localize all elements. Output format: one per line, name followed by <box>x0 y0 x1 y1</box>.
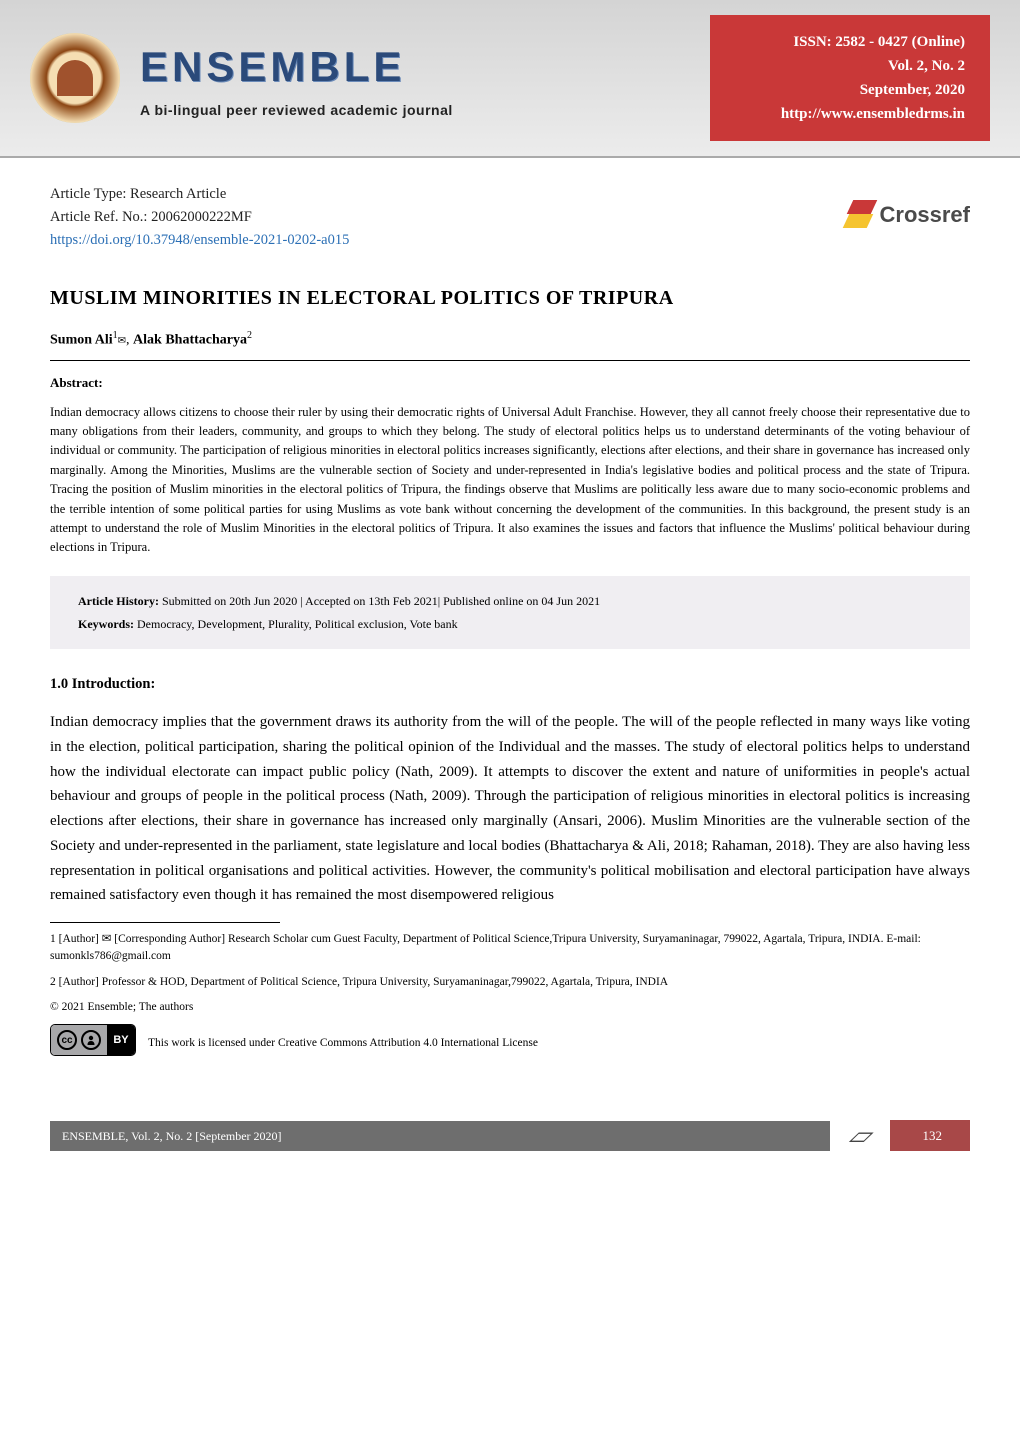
journal-seal-logo <box>30 33 120 123</box>
copyright-line: © 2021 Ensemble; The authors <box>50 999 970 1016</box>
footnote-2: 2 [Author] Professor & HOD, Department o… <box>50 974 970 991</box>
divider <box>50 360 970 361</box>
author-1-name: Sumon Ali <box>50 332 113 347</box>
cc-person-icon <box>81 1030 101 1050</box>
article-metadata: Article Type: Research Article Article R… <box>50 183 970 253</box>
journal-subtitle: A bi-lingual peer reviewed academic jour… <box>140 100 710 121</box>
article-history-line: Article History: Submitted on 20th Jun 2… <box>78 590 942 613</box>
corresponding-author-icon: ✉ <box>118 335 126 346</box>
authors-line: Sumon Ali1✉, Alak Bhattacharya2 <box>50 328 970 351</box>
history-label: Article History: <box>78 594 159 608</box>
crossref-label: Crossref <box>880 198 970 231</box>
intro-body-text: Indian democracy implies that the govern… <box>50 710 970 908</box>
article-type-line: Article Type: Research Article <box>50 183 970 206</box>
paper-title: MUSLIM MINORITIES IN ELECTORAL POLITICS … <box>50 283 970 313</box>
author-2-name: Alak Bhattacharya <box>133 332 247 347</box>
history-text: Submitted on 20th Jun 2020 | Accepted on… <box>159 594 600 608</box>
cc-license-text: This work is licensed under Creative Com… <box>148 1035 538 1056</box>
issn-line: ISSN: 2582 - 0427 (Online) <box>735 30 965 54</box>
cc-license-row: cc BY This work is licensed under Creati… <box>50 1024 970 1056</box>
footnote-1: 1 [Author] ✉ [Corresponding Author] Rese… <box>50 931 970 966</box>
journal-header-banner: ENSEMBLE A bi-lingual peer reviewed acad… <box>0 0 1020 158</box>
main-content: Article Type: Research Article Article R… <box>0 158 1020 1086</box>
section-heading-intro: 1.0 Introduction: <box>50 674 970 696</box>
journal-title-block: ENSEMBLE A bi-lingual peer reviewed acad… <box>140 35 710 121</box>
cc-icon: cc <box>57 1030 77 1050</box>
abstract-label: Abstract: <box>50 373 970 393</box>
keywords-label: Keywords: <box>78 617 134 631</box>
article-history-box: Article History: Submitted on 20th Jun 2… <box>50 576 970 650</box>
abstract-text: Indian democracy allows citizens to choo… <box>50 403 970 558</box>
journal-url[interactable]: http://www.ensembledrms.in <box>735 102 965 126</box>
author-2-sup: 2 <box>247 330 252 341</box>
journal-title: ENSEMBLE <box>140 35 710 98</box>
footer-parallelogram-icon: ▱ <box>825 1116 895 1155</box>
issn-info-block: ISSN: 2582 - 0427 (Online) Vol. 2, No. 2… <box>710 15 990 141</box>
cc-by-badge[interactable]: cc BY <box>50 1024 136 1056</box>
cc-by-label: BY <box>107 1025 135 1055</box>
volume-line: Vol. 2, No. 2 <box>735 54 965 78</box>
crossref-badge[interactable]: Crossref <box>846 198 970 231</box>
date-line: September, 2020 <box>735 78 965 102</box>
doi-link[interactable]: https://doi.org/10.37948/ensemble-2021-0… <box>50 229 970 252</box>
footer-page-number: 132 <box>890 1120 970 1152</box>
article-ref-line: Article Ref. No.: 20062000222MF <box>50 206 970 229</box>
crossref-icon <box>846 200 874 228</box>
footnote-divider <box>50 922 280 923</box>
footer-citation: ENSEMBLE, Vol. 2, No. 2 [September 2020] <box>50 1121 830 1151</box>
keywords-line: Keywords: Democracy, Development, Plural… <box>78 613 942 636</box>
page-footer: ENSEMBLE, Vol. 2, No. 2 [September 2020]… <box>0 1116 1020 1180</box>
cc-badge-left: cc <box>51 1025 107 1055</box>
keywords-text: Democracy, Development, Plurality, Polit… <box>134 617 458 631</box>
author-separator: , <box>126 332 133 347</box>
